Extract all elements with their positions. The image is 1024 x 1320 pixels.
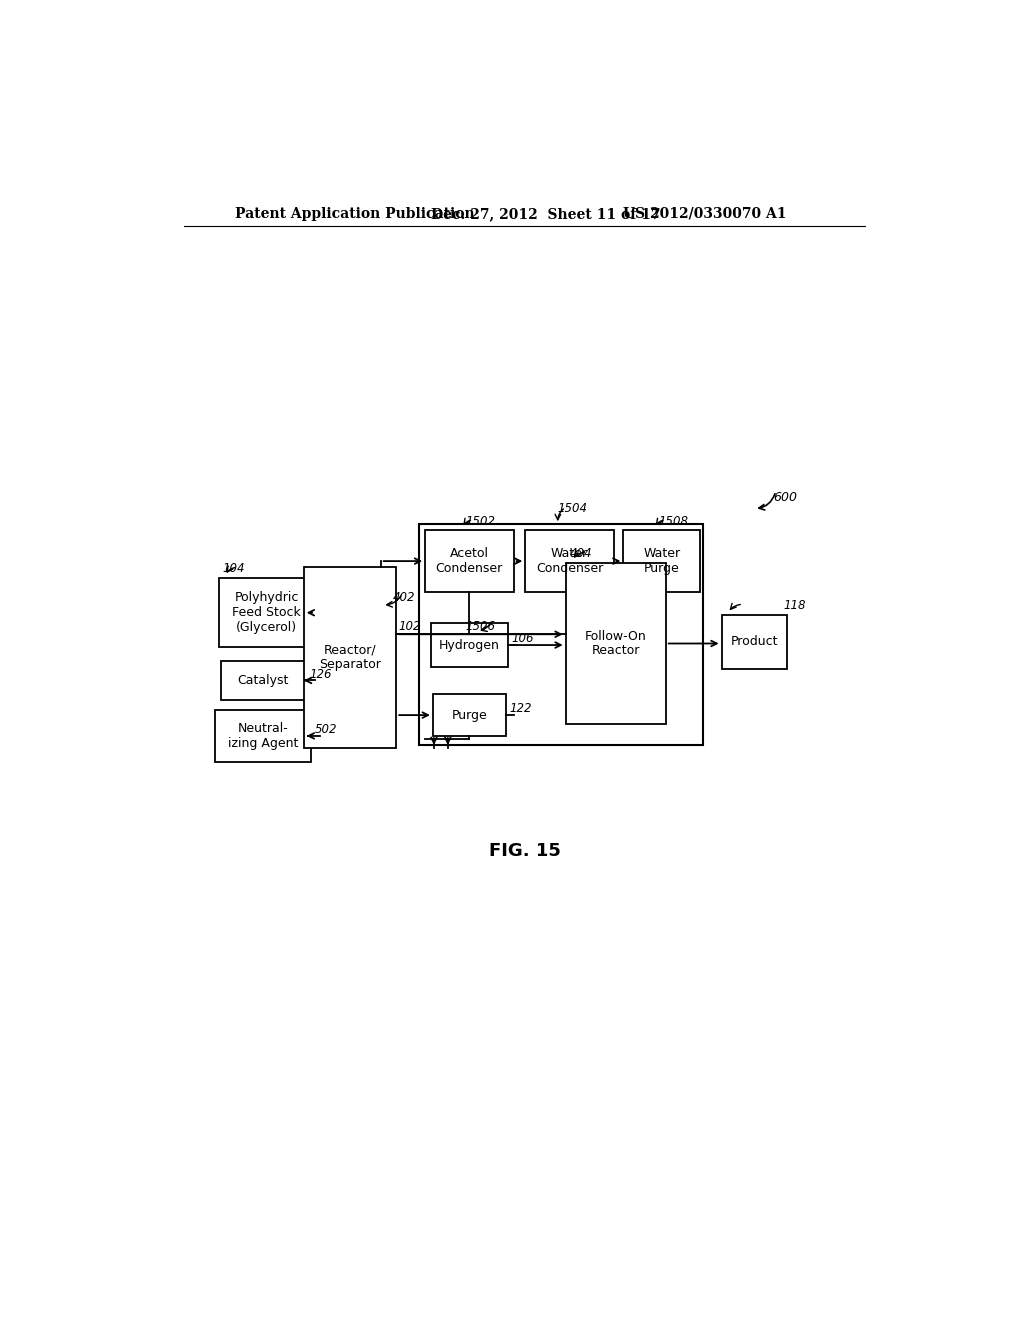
Bar — [433, 694, 506, 737]
Text: 502: 502 — [315, 723, 338, 737]
Bar — [220, 661, 305, 700]
Text: Dec. 27, 2012  Sheet 11 of 17: Dec. 27, 2012 Sheet 11 of 17 — [431, 207, 660, 220]
Bar — [304, 566, 396, 748]
Text: 104: 104 — [222, 562, 245, 576]
Text: 118: 118 — [783, 599, 806, 612]
Text: 102: 102 — [398, 620, 421, 634]
Text: US 2012/0330070 A1: US 2012/0330070 A1 — [624, 207, 786, 220]
Text: Purge: Purge — [452, 709, 487, 722]
Text: Reactor/
Separator: Reactor/ Separator — [319, 643, 381, 672]
Bar — [419, 524, 703, 744]
Text: 122: 122 — [510, 702, 532, 715]
Text: 1504: 1504 — [558, 502, 588, 515]
Bar — [565, 562, 666, 725]
Text: Product: Product — [730, 635, 778, 648]
Bar — [722, 615, 787, 669]
Text: Follow-On
Reactor: Follow-On Reactor — [585, 630, 646, 657]
Text: Neutral-
izing Agent: Neutral- izing Agent — [227, 722, 298, 750]
Text: Patent Application Publication: Patent Application Publication — [234, 207, 474, 220]
Text: 404: 404 — [569, 546, 592, 560]
Text: Hydrogen: Hydrogen — [439, 639, 500, 652]
Text: 106: 106 — [512, 632, 535, 645]
Text: 1508: 1508 — [658, 515, 688, 528]
Bar — [525, 531, 613, 591]
Bar — [425, 531, 514, 591]
Text: FIG. 15: FIG. 15 — [488, 842, 561, 861]
Text: Water
Purge: Water Purge — [643, 546, 680, 576]
Text: 1506: 1506 — [466, 620, 496, 634]
Text: Water
Condenser: Water Condenser — [536, 546, 603, 576]
Bar — [219, 578, 315, 647]
Text: 126: 126 — [309, 668, 332, 681]
Bar — [215, 710, 311, 762]
Text: Catalyst: Catalyst — [238, 675, 289, 686]
Text: 1502: 1502 — [466, 515, 496, 528]
Bar — [431, 623, 508, 668]
Bar — [624, 531, 700, 591]
Text: Polyhydric
Feed Stock
(Glycerol): Polyhydric Feed Stock (Glycerol) — [232, 591, 301, 634]
Text: 402: 402 — [392, 591, 415, 603]
Text: Acetol
Condenser: Acetol Condenser — [436, 546, 503, 576]
Text: 600: 600 — [773, 491, 798, 504]
